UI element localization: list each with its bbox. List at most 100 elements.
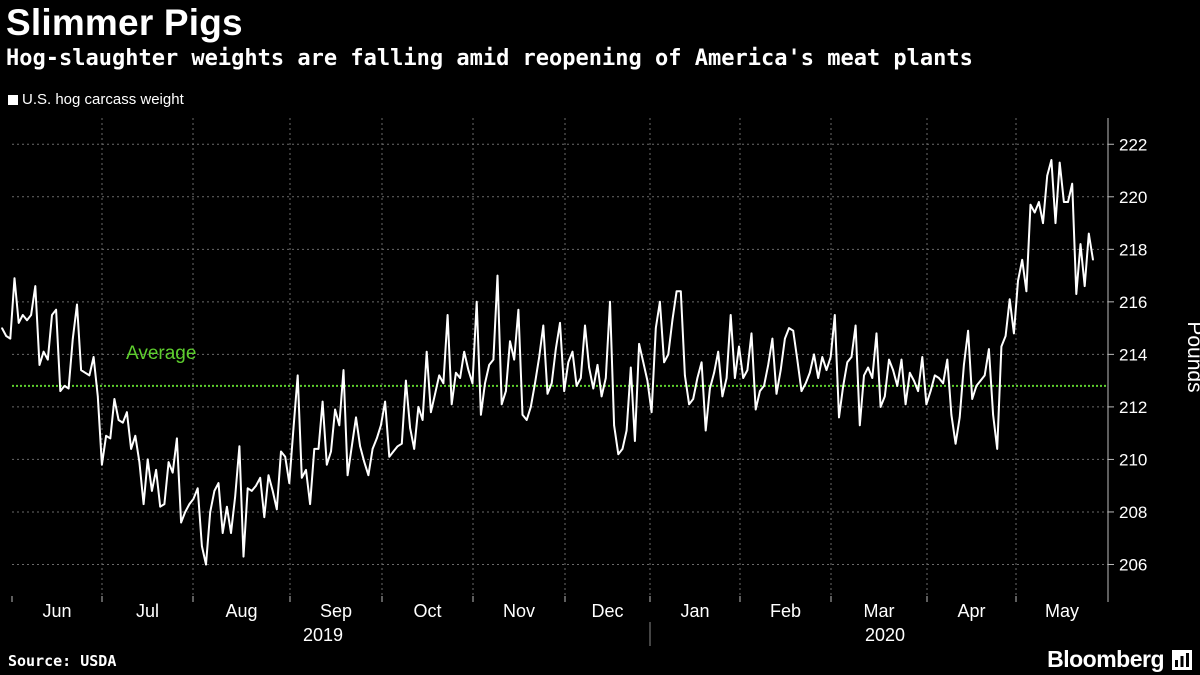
data-point [542,324,545,327]
data-point [346,474,349,477]
y-tick-label: 206 [1119,555,1147,574]
data-point [638,343,640,345]
data-point [517,308,520,311]
data-point [521,414,524,416]
data-point [958,416,961,419]
data-point [846,361,849,364]
data-point [363,461,366,463]
data-point [417,406,420,408]
data-point [284,456,287,458]
data-point [1017,280,1019,282]
data-point [371,448,374,450]
data-point [713,372,715,374]
data-point [159,505,161,508]
data-point [217,482,220,484]
data-point [859,424,861,427]
data-point [421,419,424,421]
data-point [642,361,645,364]
data-point [796,358,799,361]
data-point [288,482,291,484]
data-point [505,390,507,392]
data-point [946,358,949,361]
x-tick-label: Oct [413,601,441,621]
data-point [446,314,449,316]
data-point [9,337,12,340]
data-point [442,382,445,385]
data-point [155,469,157,471]
data-point [992,414,994,416]
data-point [575,385,578,387]
x-tick-label: Apr [957,601,985,621]
x-tick-label: Sep [320,601,352,621]
data-point [430,411,432,414]
data-point [296,374,299,377]
data-point [196,487,199,490]
data-point [355,416,357,419]
data-point [22,314,24,316]
data-point [267,474,270,477]
data-point [809,372,811,374]
data-point [913,379,915,382]
data-point [359,445,361,448]
data-point [817,377,819,379]
data-point [492,358,495,361]
x-tick-label: Feb [770,601,801,621]
data-point [271,490,274,492]
data-point [251,490,253,492]
data-point [1083,285,1086,287]
data-point [276,508,278,511]
y-tick-label: 222 [1119,135,1147,154]
data-point [238,445,241,448]
x-tick-label: Dec [591,601,623,621]
data-point [163,503,166,505]
data-point [900,358,903,361]
data-point [879,406,882,408]
data-point [979,379,982,382]
data-point [646,379,649,382]
data-point [617,453,620,456]
data-point [101,463,103,466]
data-point [967,329,969,332]
data-point [555,348,557,350]
data-point [263,516,266,518]
data-point [996,448,998,450]
data-point [1050,159,1053,161]
data-point [721,395,724,398]
data-point [475,301,478,303]
data-point [559,322,561,324]
data-point [788,327,790,329]
data-point [126,411,128,414]
data-point [134,435,137,437]
data-point [376,437,378,440]
data-point [496,274,499,277]
data-point [704,429,707,432]
data-point [696,377,699,379]
data-point [1075,293,1078,295]
data-point [38,364,41,366]
data-point [47,358,49,361]
data-point [97,395,99,398]
data-point [392,450,395,453]
data-point [888,358,890,361]
data-point [767,364,769,366]
data-point [609,301,611,303]
data-point [580,377,582,379]
data-point [1013,332,1015,335]
data-point [34,285,37,287]
chart-subtitle: Hog-slaughter weights are falling amid r… [6,46,973,71]
data-point [625,429,628,432]
data-point [500,403,503,406]
data-point [592,387,595,390]
data-point [784,337,786,340]
data-point [954,442,957,445]
data-point [388,456,391,458]
x-tick-label: Jul [136,601,159,621]
data-point [1071,182,1073,185]
data-point [242,555,245,558]
data-point [650,411,653,414]
data-point [567,361,570,364]
data-point [659,301,661,303]
data-point [746,369,749,371]
data-point [667,353,670,356]
